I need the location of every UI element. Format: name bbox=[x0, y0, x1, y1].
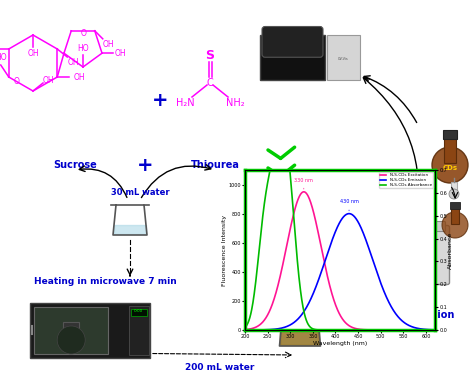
Text: H₂N: H₂N bbox=[176, 98, 194, 108]
Circle shape bbox=[57, 326, 85, 354]
N,S-CDs Emission bbox=[346, 211, 352, 216]
FancyBboxPatch shape bbox=[63, 322, 79, 340]
Text: OH: OH bbox=[27, 49, 39, 58]
Text: Centrifugation: Centrifugation bbox=[375, 310, 455, 320]
N,S-CDs Absorbance bbox=[432, 328, 438, 332]
N,S-CDs Absorbance bbox=[328, 328, 334, 332]
Line: N,S-CDs Excitation: N,S-CDs Excitation bbox=[245, 192, 435, 330]
N,S-CDs Absorbance bbox=[355, 328, 360, 332]
FancyBboxPatch shape bbox=[30, 303, 150, 358]
Text: S: S bbox=[206, 49, 215, 61]
Polygon shape bbox=[383, 265, 391, 310]
Circle shape bbox=[442, 212, 468, 238]
N,S-CDs Excitation bbox=[369, 328, 375, 332]
N,S-CDs Emission bbox=[369, 256, 375, 261]
Line: N,S-CDs Emission: N,S-CDs Emission bbox=[245, 214, 435, 330]
Text: OH: OH bbox=[67, 58, 79, 67]
FancyBboxPatch shape bbox=[131, 309, 147, 316]
FancyBboxPatch shape bbox=[34, 307, 109, 353]
Text: +: + bbox=[152, 91, 168, 110]
FancyBboxPatch shape bbox=[260, 34, 325, 80]
Text: Thiourea: Thiourea bbox=[191, 160, 239, 170]
FancyBboxPatch shape bbox=[444, 138, 456, 163]
N,S-CDs Excitation bbox=[301, 190, 307, 194]
Polygon shape bbox=[370, 265, 378, 310]
Text: NH₂: NH₂ bbox=[226, 98, 244, 108]
Circle shape bbox=[432, 147, 468, 183]
Text: Filtration: Filtration bbox=[304, 273, 356, 283]
Text: OH: OH bbox=[73, 73, 85, 82]
Circle shape bbox=[405, 247, 425, 267]
N,S-CDs Excitation bbox=[355, 327, 360, 331]
Text: O: O bbox=[14, 77, 20, 86]
Circle shape bbox=[345, 310, 365, 330]
FancyBboxPatch shape bbox=[129, 306, 149, 355]
Legend: N,S-CDs Excitation, N,S-CDs Emission, N,S-CDs Absorbance: N,S-CDs Excitation, N,S-CDs Emission, N,… bbox=[379, 172, 433, 188]
N,S-CDs Emission bbox=[242, 328, 248, 332]
FancyBboxPatch shape bbox=[450, 202, 460, 209]
Text: OH: OH bbox=[42, 76, 54, 85]
Text: CDs: CDs bbox=[442, 165, 457, 171]
N,S-CDs Emission bbox=[328, 241, 334, 246]
Y-axis label: Fluorescence Intensity: Fluorescence Intensity bbox=[222, 214, 227, 286]
N,S-CDs Excitation bbox=[432, 328, 438, 332]
Text: O: O bbox=[81, 28, 87, 37]
Text: 430 nm: 430 nm bbox=[339, 199, 358, 211]
Polygon shape bbox=[384, 295, 390, 310]
Polygon shape bbox=[371, 295, 377, 310]
Text: UV-Vis: UV-Vis bbox=[338, 57, 349, 61]
Text: 200 mL water: 200 mL water bbox=[185, 364, 255, 373]
Text: C: C bbox=[207, 78, 213, 88]
FancyBboxPatch shape bbox=[451, 182, 457, 196]
FancyBboxPatch shape bbox=[327, 34, 360, 80]
Text: 330 nm: 330 nm bbox=[294, 178, 313, 189]
Text: Heating in microwave 7 min: Heating in microwave 7 min bbox=[34, 278, 176, 286]
Text: OH: OH bbox=[114, 49, 126, 58]
N,S-CDs Absorbance bbox=[276, 168, 282, 172]
FancyBboxPatch shape bbox=[384, 221, 446, 232]
Text: HO: HO bbox=[77, 43, 89, 52]
N,S-CDs Emission bbox=[276, 327, 282, 331]
FancyBboxPatch shape bbox=[350, 296, 360, 303]
FancyBboxPatch shape bbox=[351, 302, 359, 318]
N,S-CDs Absorbance bbox=[292, 221, 297, 225]
FancyBboxPatch shape bbox=[443, 130, 457, 139]
Text: +: + bbox=[137, 156, 153, 175]
N,S-CDs Emission bbox=[291, 321, 297, 325]
N,S-CDs Emission bbox=[355, 218, 360, 223]
N,S-CDs Excitation bbox=[242, 327, 248, 332]
Text: Sucrose: Sucrose bbox=[53, 160, 97, 170]
N,S-CDs Excitation bbox=[385, 328, 391, 332]
Circle shape bbox=[411, 253, 419, 261]
N,S-CDs Excitation bbox=[328, 289, 334, 294]
Text: 30 mL water: 30 mL water bbox=[111, 187, 169, 196]
FancyBboxPatch shape bbox=[451, 208, 459, 224]
Text: HO: HO bbox=[0, 52, 7, 61]
N,S-CDs Excitation bbox=[291, 211, 297, 215]
Y-axis label: Absorbance: Absorbance bbox=[448, 232, 453, 269]
N,S-CDs Absorbance bbox=[385, 328, 391, 332]
Text: 0:00: 0:00 bbox=[134, 309, 144, 313]
Circle shape bbox=[449, 189, 459, 199]
N,S-CDs Emission bbox=[432, 328, 438, 332]
X-axis label: Wavelength (nm): Wavelength (nm) bbox=[313, 341, 367, 346]
FancyBboxPatch shape bbox=[262, 27, 323, 57]
Line: N,S-CDs Absorbance: N,S-CDs Absorbance bbox=[245, 170, 435, 330]
FancyBboxPatch shape bbox=[423, 230, 435, 236]
N,S-CDs Absorbance bbox=[242, 325, 248, 329]
N,S-CDs Excitation bbox=[276, 280, 282, 285]
N,S-CDs Absorbance bbox=[369, 328, 375, 332]
Text: OH: OH bbox=[103, 40, 115, 49]
N,S-CDs Emission bbox=[385, 299, 391, 303]
FancyBboxPatch shape bbox=[381, 226, 449, 285]
Circle shape bbox=[395, 237, 435, 277]
N,S-CDs Absorbance bbox=[267, 168, 273, 172]
